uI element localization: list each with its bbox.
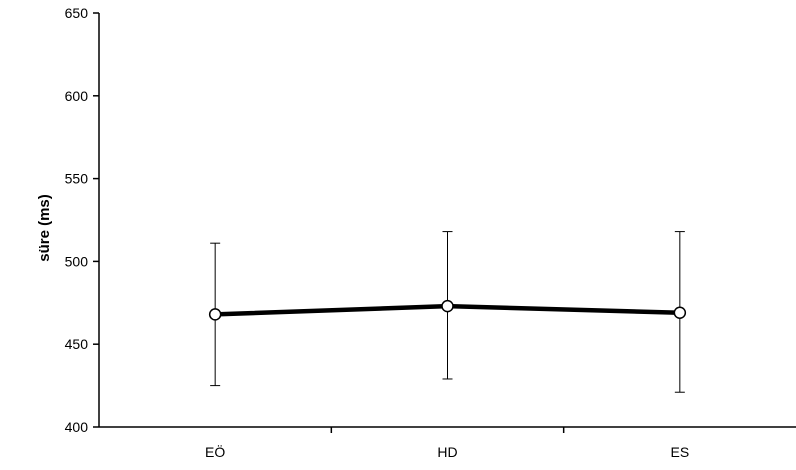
axes — [93, 12, 796, 433]
data-point — [673, 306, 687, 319]
y-tick-label: 500 — [65, 253, 89, 269]
y-tick-label: 450 — [65, 336, 89, 352]
series-line-group — [208, 299, 687, 321]
y-tick-label: 550 — [65, 171, 89, 187]
labels: 400 450 500 550 600 650 EÖ HD ES — [65, 5, 690, 460]
y-tick-label: 650 — [65, 5, 89, 21]
x-category-label: HD — [437, 444, 457, 460]
y-tick-label: 600 — [65, 88, 89, 104]
data-point — [441, 299, 454, 313]
x-category-label: ES — [670, 444, 689, 460]
x-category-label: EÖ — [205, 443, 225, 460]
data-point — [208, 308, 222, 321]
y-axis-label: süre (ms) — [36, 194, 53, 262]
y-tick-label: 400 — [65, 419, 89, 435]
